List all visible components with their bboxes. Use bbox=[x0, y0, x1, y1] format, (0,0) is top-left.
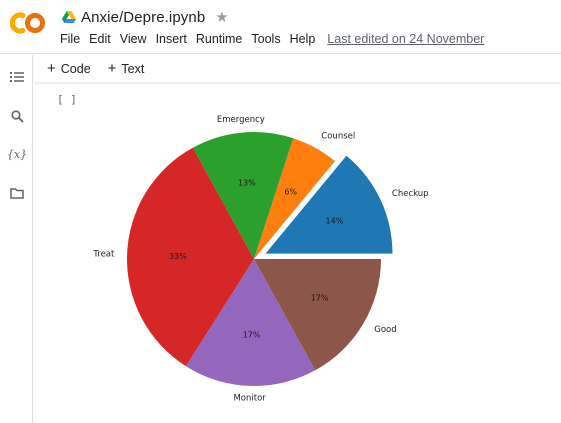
star-icon[interactable]: ★ bbox=[215, 8, 229, 26]
variables-icon[interactable]: {x} bbox=[6, 147, 28, 161]
cell-output: 14% Checkup 6% Counsel 13% Emergency 33% Treat 1… bbox=[82, 84, 561, 423]
pie-label-treat: Treat bbox=[92, 250, 115, 260]
folder-icon[interactable] bbox=[8, 184, 26, 202]
pie-slice-monitor bbox=[185, 259, 316, 387]
code-cell: [ ] 14% Checkup 6% Counsel 13% Emergency 33% Tr… bbox=[34, 84, 561, 423]
notebook-toolbar: + Code + Text bbox=[34, 55, 561, 83]
table-of-contents-icon[interactable] bbox=[8, 68, 26, 86]
add-text-label: Text bbox=[121, 61, 145, 76]
search-icon[interactable] bbox=[8, 107, 26, 125]
notebook-title[interactable]: Anxie/Depre.ipynb bbox=[81, 8, 206, 26]
menu-edit[interactable]: Edit bbox=[89, 32, 111, 46]
pie-label-counsel: Counsel bbox=[321, 132, 355, 142]
pie-slice-treat bbox=[126, 147, 254, 367]
pie-label-good: Good bbox=[374, 325, 396, 335]
pie-slice-checkup bbox=[265, 155, 393, 254]
pie-percent-label-treat: 33% bbox=[169, 252, 187, 261]
last-edited-link[interactable]: Last edited on 24 November bbox=[327, 32, 485, 46]
add-code-label: Code bbox=[60, 61, 91, 76]
pie-percent-label-checkup: 14% bbox=[326, 217, 344, 226]
pie-chart: 14% Checkup 6% Counsel 13% Emergency 33% Treat 1… bbox=[92, 115, 429, 404]
pie-slice-good bbox=[254, 259, 381, 371]
add-text-cell-button[interactable]: + Text bbox=[108, 61, 145, 76]
pie-label-checkup: Checkup bbox=[392, 189, 429, 199]
pie-percent-label-good: 17% bbox=[311, 293, 329, 302]
colab-header: Anxie/Depre.ipynb ★ File Edit View Inser… bbox=[0, 0, 561, 54]
pie-slice-counsel bbox=[254, 138, 335, 259]
menu-insert[interactable]: Insert bbox=[155, 32, 187, 46]
menu-tools[interactable]: Tools bbox=[251, 32, 281, 46]
add-code-cell-button[interactable]: + Code bbox=[47, 61, 91, 76]
title-row: Anxie/Depre.ipynb ★ bbox=[62, 7, 229, 27]
pie-slice-emergency bbox=[192, 132, 294, 259]
pie-percent-label-monitor: 17% bbox=[243, 331, 261, 340]
run-cell-indicator[interactable]: [ ] bbox=[57, 93, 77, 106]
menu-view[interactable]: View bbox=[119, 32, 147, 46]
menu-runtime[interactable]: Runtime bbox=[195, 32, 243, 46]
colab-logo[interactable] bbox=[10, 10, 48, 36]
plus-icon: + bbox=[47, 60, 56, 77]
menu-file[interactable]: File bbox=[60, 32, 81, 46]
pie-percent-label-counsel: 6% bbox=[284, 188, 297, 197]
pie-percent-label-emergency: 13% bbox=[238, 179, 256, 188]
pie-label-emergency: Emergency bbox=[217, 115, 265, 125]
menu-bar: File Edit View Insert Runtime Tools Help… bbox=[60, 32, 484, 46]
left-sidebar: {x} bbox=[0, 55, 33, 423]
google-drive-icon bbox=[62, 11, 76, 23]
menu-help[interactable]: Help bbox=[289, 32, 316, 46]
plus-icon: + bbox=[107, 60, 117, 77]
pie-label-monitor: Monitor bbox=[233, 394, 266, 404]
